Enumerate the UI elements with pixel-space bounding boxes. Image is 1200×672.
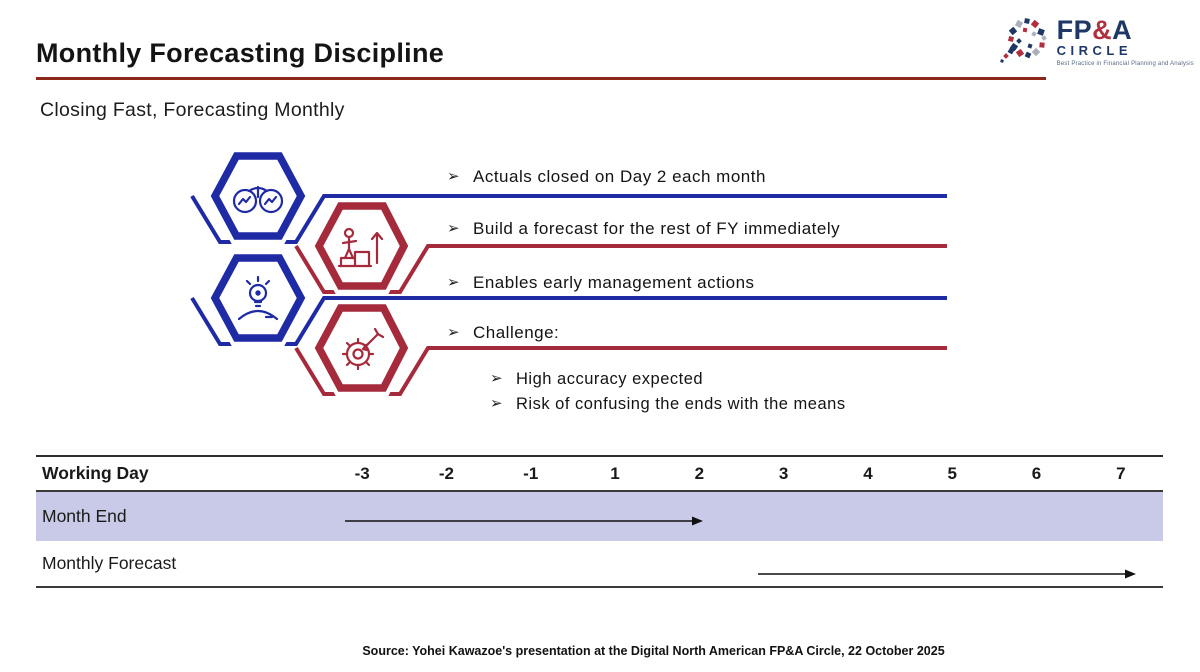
day-column-header: 1 [610, 463, 620, 483]
day-column-header: 7 [1116, 463, 1126, 483]
day-column-header: -3 [354, 463, 370, 483]
bullet-arrow-icon: ➢ [490, 395, 503, 412]
table-header-row: Working Day -3 -2 -1 1 2 3 4 5 6 7 [36, 455, 1163, 492]
row-label-month-end: Month End [42, 506, 127, 526]
growth-steps-icon [337, 227, 384, 268]
page-title: Monthly Forecasting Discipline [36, 38, 445, 68]
idea-lightbulb-icon [237, 275, 279, 321]
fpa-circle-logo: FP&A CIRCLE Best Practice in Financial P… [999, 12, 1194, 70]
hexagon-item-4 [309, 300, 413, 396]
banner-item-3 [190, 296, 947, 346]
logo-circle-text: CIRCLE [1056, 43, 1133, 58]
hexagon-item-2 [309, 198, 413, 294]
monthly-forecast-timeline-arrow [758, 569, 1136, 579]
bullet-row-3: ➢ Enables early management actions [447, 273, 755, 293]
bullet-label-4: Challenge: [473, 323, 560, 342]
hexagon-item-1 [205, 148, 311, 244]
hexagon-item-3 [205, 250, 311, 346]
row-label-monthly-forecast: Monthly Forecast [42, 553, 177, 573]
logo-tagline: Best Practice in Financial Planning and … [1056, 61, 1194, 67]
working-day-header-label: Working Day [42, 463, 149, 483]
day-column-header: 5 [947, 463, 957, 483]
logo-amp: & [1092, 15, 1113, 45]
logo-swirl-icon [999, 18, 1047, 63]
sub-bullet-label-1: High accuracy expected [516, 370, 704, 388]
logo-wordmark: FP&A CIRCLE Best Practice in Financial P… [1056, 15, 1194, 68]
table-row-monthly-forecast: Monthly Forecast [36, 541, 1163, 588]
bullet-label-1: Actuals closed on Day 2 each month [473, 167, 766, 186]
bullet-arrow-icon: ➢ [447, 220, 460, 237]
title-rule [36, 77, 1046, 80]
working-day-table: Working Day -3 -2 -1 1 2 3 4 5 6 7 Month… [36, 455, 1163, 588]
day-column-header: 4 [863, 463, 873, 483]
table-row-month-end: Month End [36, 492, 1163, 541]
day-column-header: 2 [694, 463, 705, 483]
logo-fpa-text: FP&A [1056, 15, 1133, 45]
bullet-arrow-icon: ➢ [447, 324, 460, 341]
gear-target-icon [341, 327, 385, 371]
banner-item-4 [294, 346, 947, 396]
logo-a: A [1112, 15, 1133, 45]
bullet-label-2: Build a forecast for the rest of FY imme… [473, 219, 841, 238]
day-column-header: 3 [778, 463, 789, 483]
banner-item-2 [294, 244, 947, 294]
banner-item-1 [190, 194, 947, 244]
binoculars-chart-icon [232, 185, 284, 214]
bullet-label-3: Enables early management actions [473, 273, 755, 292]
source-note: Source: Yohei Kawazoe's presentation at … [362, 644, 945, 658]
logo-fp: FP [1056, 15, 1093, 45]
bullet-arrow-icon: ➢ [447, 168, 460, 185]
bullet-row-2: ➢ Build a forecast for the rest of FY im… [447, 219, 840, 239]
slide-subtitle: Closing Fast, Forecasting Monthly [40, 99, 345, 121]
day-column-header: -1 [523, 463, 539, 483]
sub-bullet-row-2: ➢ Risk of confusing the ends with the me… [490, 394, 846, 414]
bullet-row-4: ➢ Challenge: [447, 323, 559, 343]
sub-bullet-label-2: Risk of confusing the ends with the mean… [516, 395, 846, 413]
bullet-arrow-icon: ➢ [490, 370, 503, 387]
bullet-row-1: ➢ Actuals closed on Day 2 each month [447, 167, 766, 187]
day-column-header: 6 [1031, 463, 1042, 483]
month-end-timeline-arrow [345, 516, 703, 526]
bullet-arrow-icon: ➢ [447, 274, 460, 291]
sub-bullet-row-1: ➢ High accuracy expected [490, 369, 703, 389]
day-column-header: -2 [438, 463, 454, 483]
